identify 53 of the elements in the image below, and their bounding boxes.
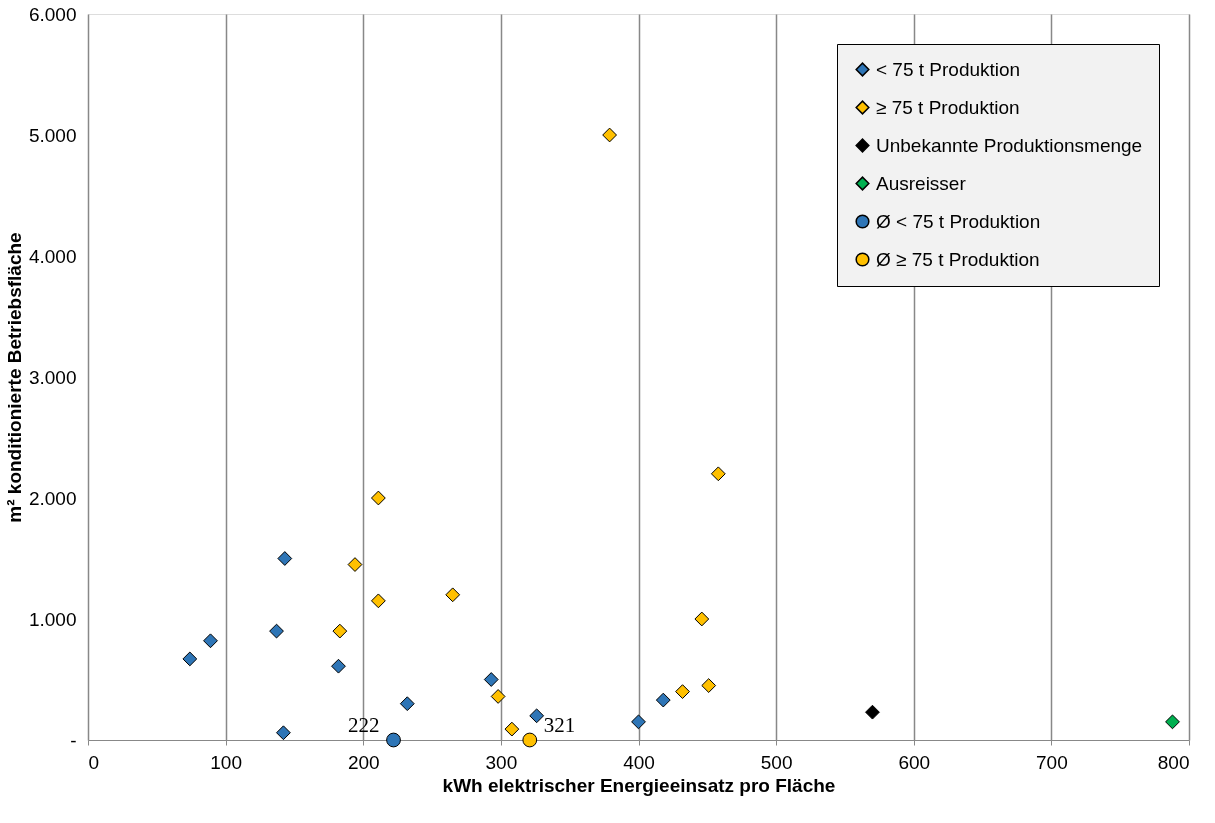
point [504,721,520,737]
point [675,684,690,699]
y-tick-label: 4.000 [28,245,77,267]
point [602,127,617,143]
point [445,587,461,603]
legend-label: Ausreisser [876,172,967,194]
x-axis-title: kWh elektrischer Energieeinsatz pro Fläche [442,774,836,796]
x-tick-label: 700 [1036,751,1068,773]
y-axis-title: m² konditionierte Betriebsfläche [3,232,25,523]
x-tick-label: 100 [210,751,242,773]
x-tick-label: 800 [1157,751,1190,773]
point [371,490,386,506]
point [631,714,646,730]
x-tick-label: 500 [760,751,793,773]
y-tick-label: 5.000 [28,124,77,146]
x-tick-label: 400 [623,751,655,773]
point [331,658,346,674]
point [386,732,401,748]
x-tick-label: 300 [485,751,518,773]
point [529,708,545,724]
y-tick-label: - [70,729,77,751]
point [399,696,415,712]
point [694,611,710,627]
point [483,672,499,687]
legend-label: Unbekannte Produktionsmenge [876,134,1143,156]
point [371,593,386,609]
annotation: 321 [543,713,576,737]
legend-label: < 75 t Produktion [876,58,1021,80]
y-tick-label: 6.000 [28,3,77,25]
point [182,651,198,667]
point [522,732,538,748]
point [277,551,293,566]
point [655,692,671,708]
y-tick-label: 3.000 [28,366,77,388]
point [203,633,218,649]
point [269,623,284,639]
legend-label: ≥ 75 t Produktion [876,96,1020,118]
legend-label: Ø < 75 t Produktion [876,210,1041,232]
point [490,689,506,704]
y-tick-label: 2.000 [28,487,77,509]
x-tick-label: 0 [88,751,100,773]
y-tick-label: 1.000 [28,608,77,630]
point [865,704,880,720]
annotation: 222 [348,713,380,737]
point [347,557,363,572]
x-tick-label: 200 [347,751,380,773]
point [701,678,717,693]
point [1165,714,1180,730]
point [332,623,348,639]
legend-label: Ø ≥ 75 t Produktion [876,248,1040,270]
point [276,725,291,741]
x-tick-label: 600 [898,751,931,773]
point [710,466,726,482]
